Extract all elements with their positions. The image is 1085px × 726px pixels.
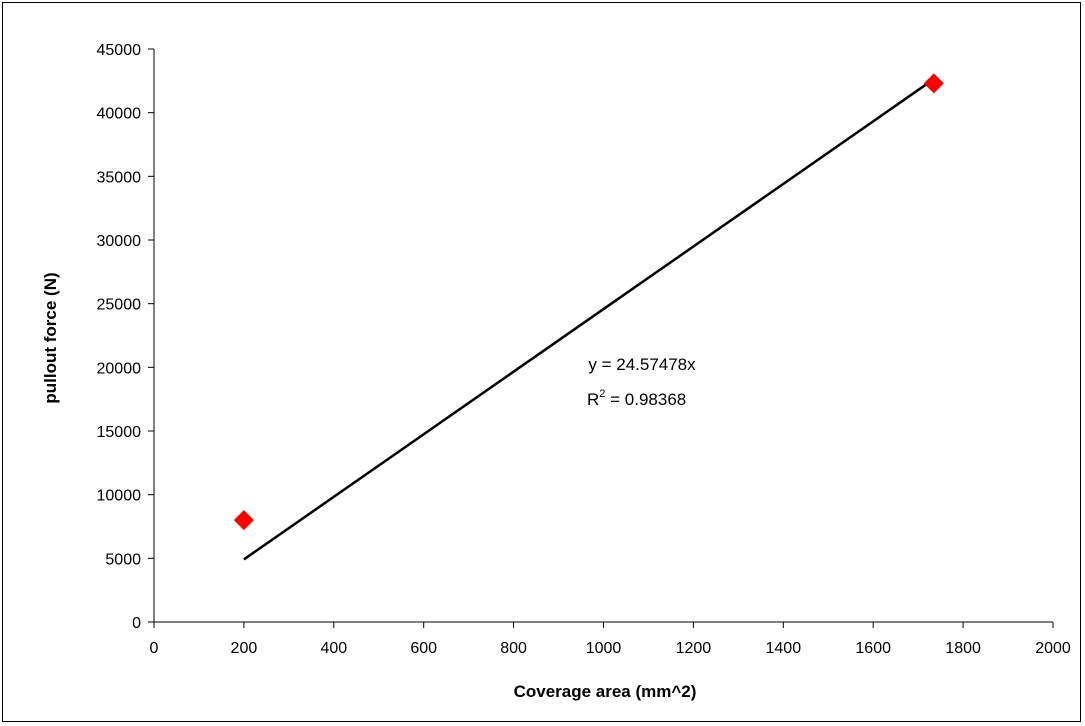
points-layer (233, 73, 944, 531)
y-tick-label: 10000 (97, 488, 142, 505)
data-point (233, 510, 254, 531)
x-tick-label: 400 (320, 640, 347, 657)
x-tick-label: 600 (410, 640, 437, 657)
x-tick-label: 0 (150, 640, 159, 657)
x-tick-label: 1200 (676, 640, 712, 657)
y-tick-label: 40000 (97, 106, 142, 123)
ticks-layer: 0500010000150002000025000300003500040000… (97, 42, 1071, 657)
y-tick-label: 5000 (105, 551, 141, 568)
data-point (923, 73, 944, 94)
trendline-layer (243, 78, 935, 561)
axes-layer (153, 49, 1053, 623)
r-squared-letter: R (587, 390, 599, 409)
y-tick-label: 15000 (97, 424, 142, 441)
y-tick-label: 30000 (97, 233, 142, 250)
x-tick-label: 1400 (766, 640, 802, 657)
y-tick-label: 20000 (97, 360, 142, 377)
x-tick-label: 1600 (855, 640, 891, 657)
x-tick-label: 200 (231, 640, 258, 657)
y-tick-label: 25000 (97, 297, 142, 314)
x-axis-title: Coverage area (mm^2) (514, 682, 697, 701)
y-axis-title: pullout force (N) (41, 272, 60, 403)
x-tick-label: 2000 (1035, 640, 1071, 657)
annotation-layer: y = 24.57478x R2 = 0.98368 (587, 355, 696, 409)
y-tick-label: 0 (132, 615, 141, 632)
x-tick-label: 1800 (945, 640, 981, 657)
r-squared-exponent: 2 (599, 388, 605, 400)
r-squared-label: R2 = 0.98368 (587, 388, 686, 409)
chart-svg: 0500010000150002000025000300003500040000… (41, 42, 1071, 701)
trendline (243, 78, 935, 561)
y-tick-label: 35000 (97, 169, 142, 186)
x-tick-label: 800 (500, 640, 527, 657)
r-squared-value: = 0.98368 (605, 390, 686, 409)
y-tick-label: 45000 (97, 42, 142, 59)
x-tick-label: 1000 (586, 640, 622, 657)
trendline-equation: y = 24.57478x (588, 355, 696, 374)
